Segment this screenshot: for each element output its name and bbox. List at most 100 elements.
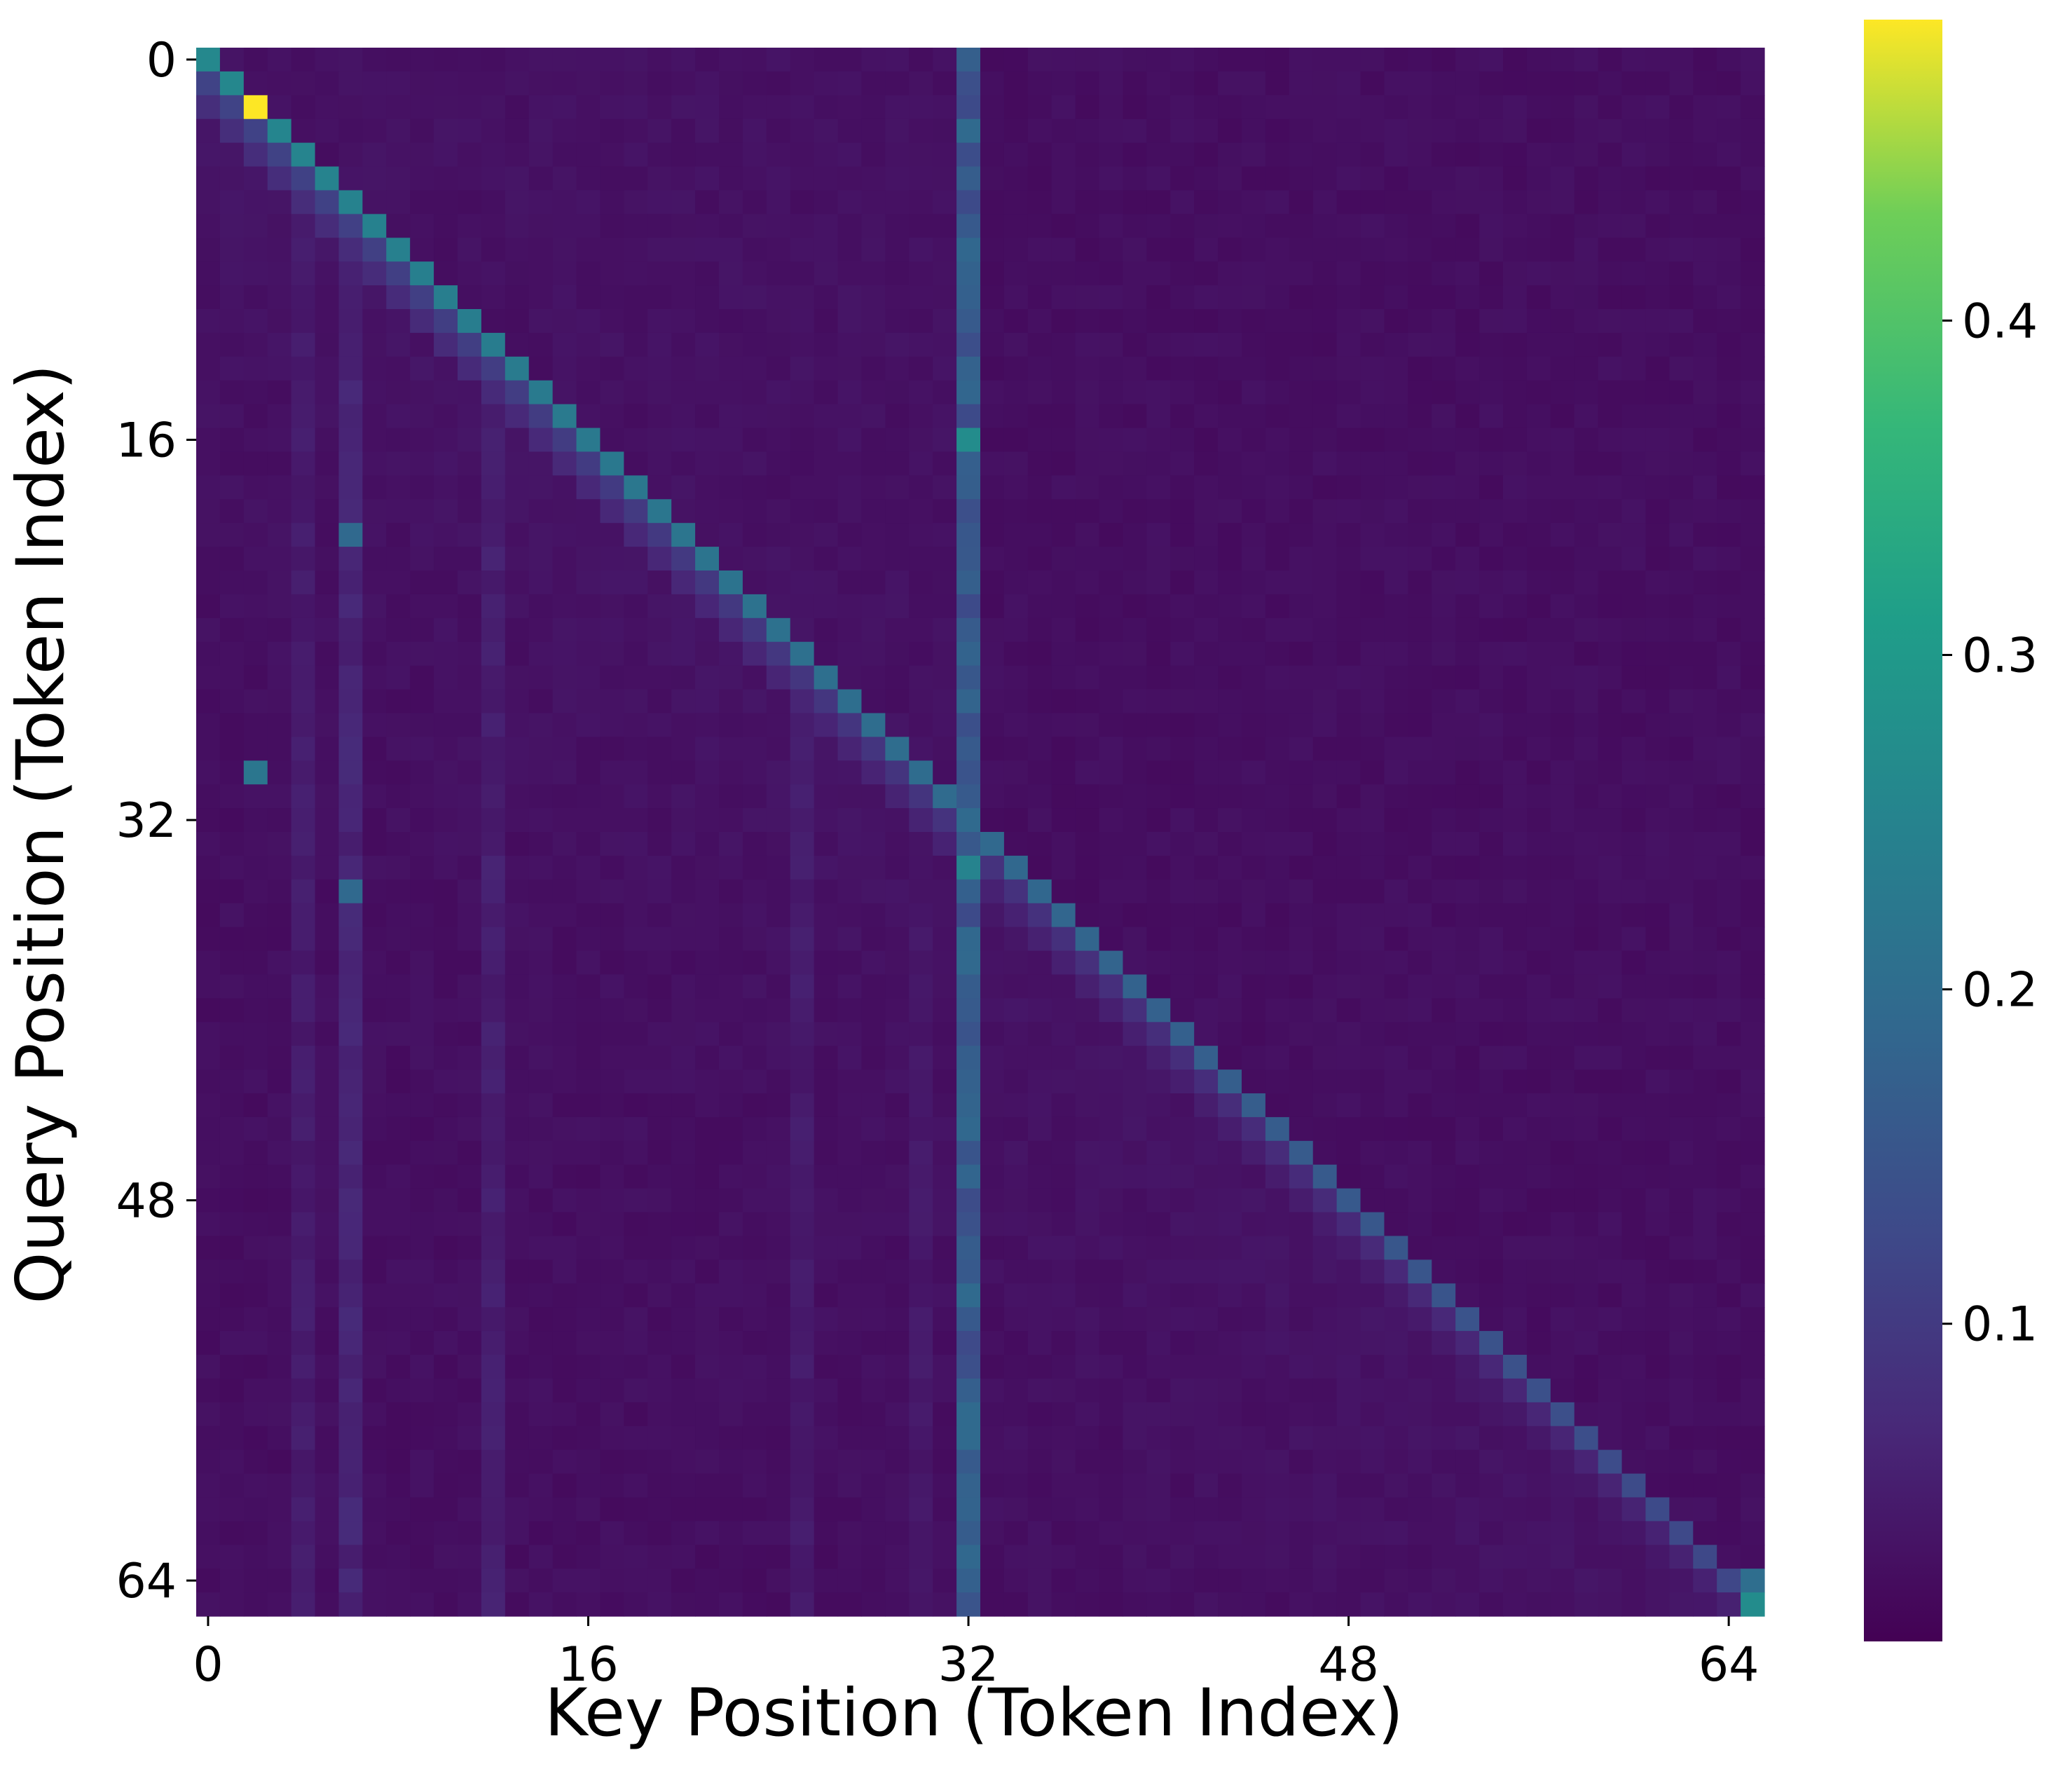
heatmap-cell — [315, 166, 340, 191]
heatmap-cell — [1360, 665, 1385, 690]
heatmap-cell — [909, 1426, 933, 1451]
heatmap-cell — [909, 950, 933, 976]
heatmap-cell — [933, 1473, 957, 1498]
heatmap-cell — [552, 760, 577, 785]
heatmap-cell — [1242, 1022, 1266, 1046]
heatmap-cell — [315, 142, 340, 168]
heatmap-cell — [861, 1022, 886, 1046]
heatmap-cell — [1503, 1426, 1528, 1451]
heatmap-cell — [695, 475, 720, 500]
heatmap-cell — [1027, 1569, 1052, 1593]
heatmap-cell — [719, 808, 743, 833]
heatmap-cell — [647, 95, 672, 120]
heatmap-cell — [1526, 1426, 1551, 1451]
heatmap-cell — [719, 1116, 743, 1142]
heatmap-cell — [600, 1116, 624, 1142]
heatmap-cell — [742, 950, 767, 976]
heatmap-cell — [1598, 1140, 1623, 1166]
heatmap-cell — [481, 499, 506, 524]
heatmap-cell — [933, 48, 957, 72]
heatmap-cell — [1717, 404, 1741, 429]
heatmap-cell — [1598, 641, 1623, 667]
heatmap-cell — [505, 356, 530, 381]
heatmap-cell — [1003, 1521, 1029, 1545]
heatmap-cell — [1408, 547, 1432, 571]
heatmap-cell — [1479, 1259, 1504, 1284]
heatmap-cell — [552, 689, 577, 714]
heatmap-cell — [1170, 332, 1195, 357]
heatmap-cell — [956, 689, 981, 714]
heatmap-cell — [1645, 261, 1670, 286]
heatmap-cell — [1099, 760, 1124, 785]
heatmap-cell — [434, 190, 458, 214]
heatmap-cell — [315, 118, 340, 144]
heatmap-cell — [458, 1402, 482, 1427]
heatmap-cell — [1550, 1236, 1575, 1260]
heatmap-cell — [528, 1283, 554, 1308]
heatmap-cell — [1741, 1140, 1765, 1166]
heatmap-cell — [528, 285, 554, 310]
heatmap-cell — [1336, 1355, 1361, 1379]
heatmap-cell — [1741, 1022, 1765, 1046]
heatmap-cell — [434, 1449, 458, 1475]
heatmap-cell — [600, 1236, 624, 1260]
heatmap-cell — [1384, 665, 1408, 690]
heatmap-cell — [814, 713, 839, 737]
heatmap-cell — [1693, 1046, 1717, 1070]
heatmap-cell — [1003, 1592, 1029, 1617]
heatmap-cell — [909, 713, 933, 737]
heatmap-cell — [1194, 356, 1219, 381]
heatmap-cell — [1479, 1046, 1504, 1070]
heatmap-cell — [1479, 1093, 1504, 1118]
heatmap-cell — [1455, 1426, 1480, 1451]
heatmap-cell — [1265, 1283, 1290, 1308]
heatmap-cell — [1741, 380, 1765, 405]
heatmap-cell — [1265, 71, 1290, 96]
heatmap-cell — [719, 1236, 743, 1260]
heatmap-cell — [600, 998, 624, 1023]
heatmap-cell — [362, 1545, 387, 1569]
heatmap-cell — [980, 713, 1005, 737]
heatmap-cell — [434, 1355, 458, 1379]
heatmap-cell — [1550, 1426, 1575, 1451]
heatmap-cell — [1146, 571, 1171, 595]
heatmap-cell — [1146, 332, 1171, 357]
heatmap-cell — [1051, 832, 1076, 856]
heatmap-cell — [505, 1592, 530, 1617]
heatmap-cell — [1384, 356, 1408, 381]
heatmap-cell — [1503, 1449, 1528, 1475]
heatmap-cell — [814, 166, 839, 191]
heatmap-cell — [1194, 974, 1219, 999]
heatmap-cell — [1455, 475, 1480, 500]
heatmap-cell — [1336, 594, 1361, 619]
heatmap-cell — [291, 737, 316, 761]
heatmap-cell — [1027, 1236, 1052, 1260]
heatmap-cell — [1574, 404, 1599, 429]
heatmap-cell — [1289, 166, 1314, 191]
heatmap-cell — [1669, 48, 1694, 72]
y-axis-label: Query Position (Token Index) — [3, 364, 79, 1304]
heatmap-cell — [434, 1259, 458, 1284]
heatmap-cell — [1146, 261, 1171, 286]
heatmap-cell — [1075, 523, 1100, 547]
heatmap-cell — [600, 1473, 624, 1498]
heatmap-cell — [790, 974, 815, 999]
heatmap-cell — [885, 594, 910, 619]
heatmap-cell — [671, 1140, 696, 1166]
heatmap-cell — [1645, 1070, 1670, 1094]
heatmap-cell — [1432, 1331, 1456, 1355]
heatmap-cell — [647, 760, 672, 785]
heatmap-cell — [1693, 1426, 1717, 1451]
heatmap-cell — [1265, 1212, 1290, 1237]
heatmap-cell — [742, 594, 767, 619]
heatmap-cell — [647, 428, 672, 453]
heatmap-cell — [933, 641, 957, 667]
heatmap-cell — [338, 1046, 363, 1070]
heatmap-cell — [742, 1545, 767, 1569]
heatmap-cell — [885, 1331, 910, 1355]
heatmap-cell — [1336, 903, 1361, 928]
heatmap-cell — [1265, 1307, 1290, 1332]
heatmap-cell — [1218, 1140, 1242, 1166]
heatmap-cell — [1574, 475, 1599, 500]
heatmap-cell — [1289, 737, 1314, 761]
